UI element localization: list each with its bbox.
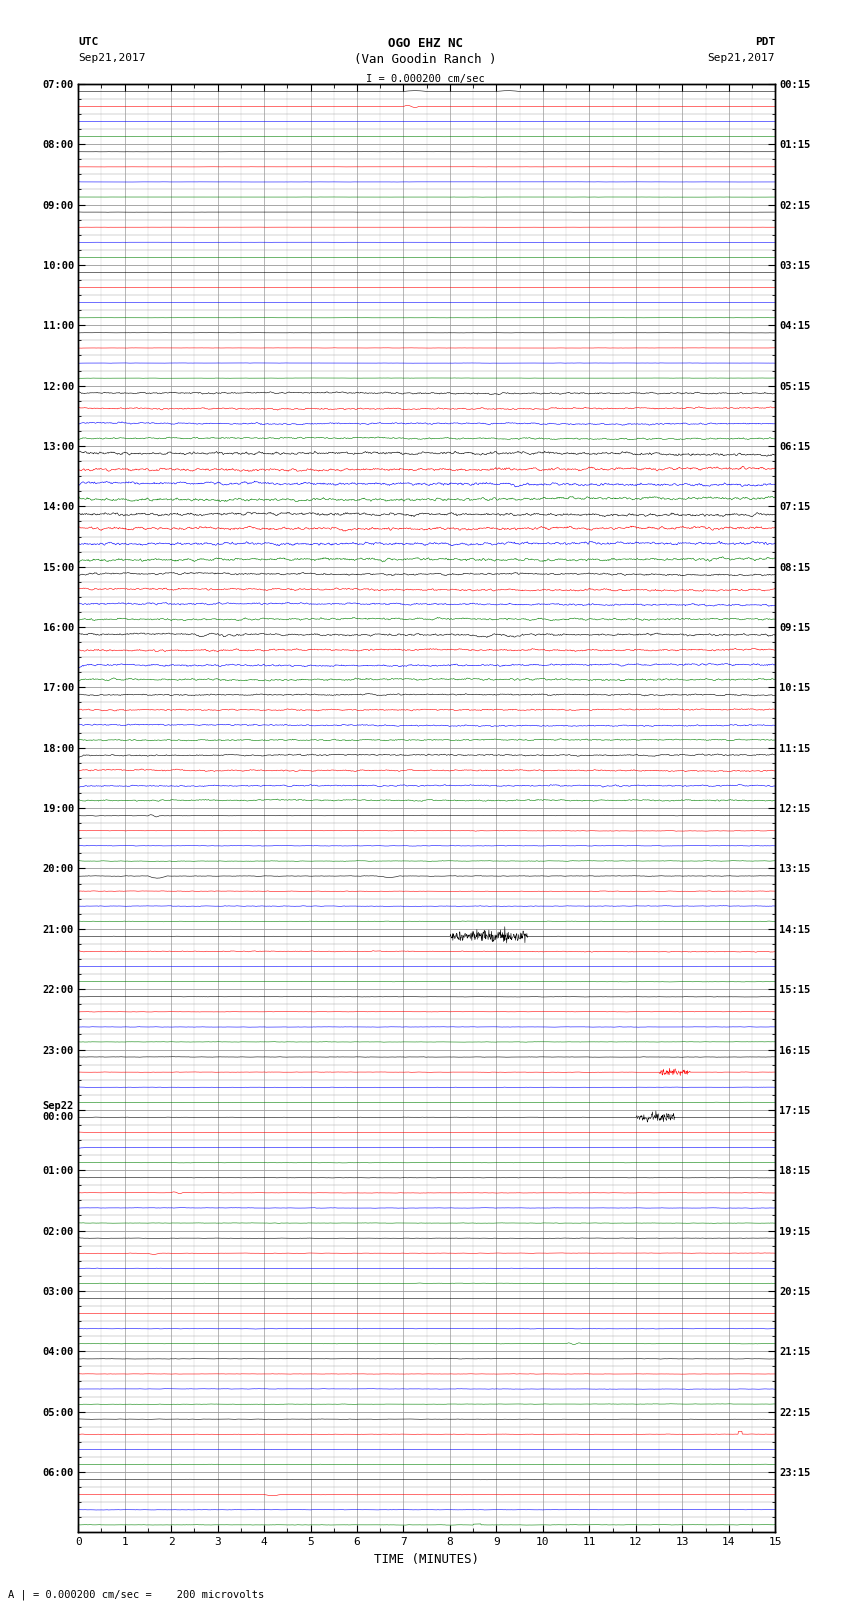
Text: I = 0.000200 cm/sec: I = 0.000200 cm/sec [366, 74, 484, 84]
Text: UTC: UTC [78, 37, 99, 47]
Text: A | = 0.000200 cm/sec =    200 microvolts: A | = 0.000200 cm/sec = 200 microvolts [8, 1589, 264, 1600]
Text: PDT: PDT [755, 37, 775, 47]
Text: Sep21,2017: Sep21,2017 [78, 53, 145, 63]
X-axis label: TIME (MINUTES): TIME (MINUTES) [374, 1553, 479, 1566]
Text: (Van Goodin Ranch ): (Van Goodin Ranch ) [354, 53, 496, 66]
Text: Sep21,2017: Sep21,2017 [708, 53, 775, 63]
Text: OGO EHZ NC: OGO EHZ NC [388, 37, 462, 50]
